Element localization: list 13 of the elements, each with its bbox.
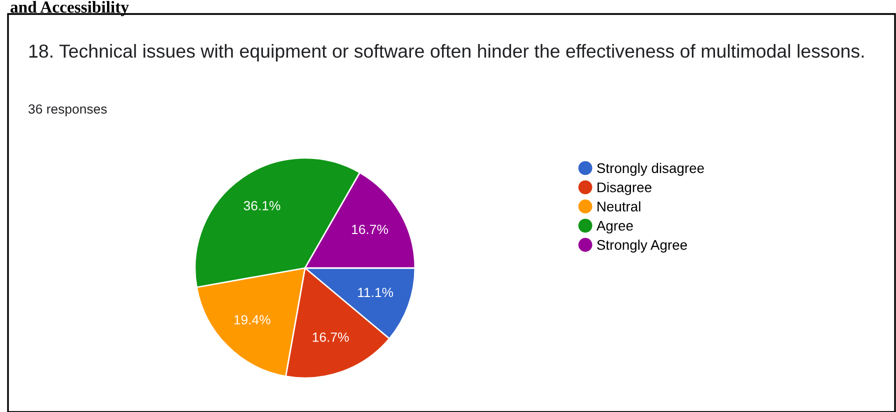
legend-label: Disagree	[598, 182, 652, 196]
legend-label: Agree	[596, 220, 633, 234]
legend-label: Strongly Agree	[597, 240, 687, 253]
data-label: 19.4%	[234, 315, 270, 324]
data-label: 16.7%	[312, 332, 349, 342]
legend-label: Neutral	[598, 201, 640, 212]
text: 36 responses	[28, 104, 107, 116]
data-label: 16.7%	[352, 224, 388, 234]
chart-title: 18. Technical issues with equipment or software often hinder the effectiveness of multimodal lessons.	[29, 44, 864, 62]
legend-label: Strongly disagree	[597, 162, 704, 176]
text: and Accessibility	[10, 1, 129, 16]
data-label: 36.1%	[244, 201, 280, 210]
data-label: 11.1%	[358, 288, 394, 298]
